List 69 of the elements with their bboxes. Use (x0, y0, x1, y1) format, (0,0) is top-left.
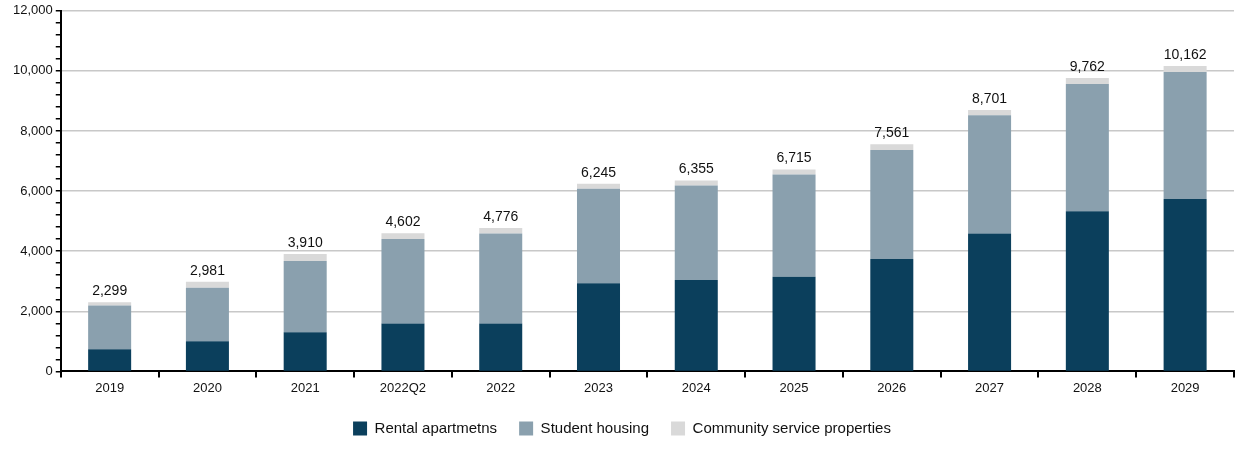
bar (283, 261, 327, 333)
bar (772, 174, 816, 277)
total-label: 6,715 (776, 149, 812, 166)
bar (576, 283, 621, 371)
bar (88, 305, 132, 350)
bar (283, 253, 327, 262)
total-label: 2,299 (92, 282, 128, 299)
x-tick-label: 2024 (681, 379, 711, 395)
total-label: 10,162 (1163, 45, 1207, 62)
total-label: 2,981 (189, 261, 226, 278)
bar (381, 238, 425, 324)
bar (870, 259, 914, 371)
total-label: 6,245 (580, 163, 617, 180)
x-tick-label: 2028 (1072, 379, 1102, 395)
bar (381, 233, 425, 239)
bar (968, 233, 1012, 371)
bar (479, 227, 523, 234)
legend-label: Student housing (540, 418, 650, 436)
total-label: 9,762 (1069, 57, 1106, 74)
total-label: 6,355 (678, 160, 714, 177)
legend-label: Rental apartmetns (374, 418, 498, 436)
x-tick-label: 2020 (192, 379, 222, 395)
y-tick-label: 6,000 (20, 182, 53, 198)
bar (479, 323, 523, 371)
y-tick-label: 12,000 (13, 2, 53, 18)
bar (674, 280, 718, 371)
bar (1065, 78, 1109, 85)
bar (1163, 198, 1207, 371)
bar (283, 332, 327, 371)
x-tick-label: 2026 (877, 379, 907, 395)
bar (968, 115, 1012, 234)
x-tick-label: 2023 (584, 379, 613, 395)
legend-label: Community service properties (692, 418, 891, 436)
x-tick-label: 2029 (1170, 379, 1200, 395)
total-label: 4,776 (483, 207, 519, 224)
x-tick-label: 2025 (779, 379, 809, 395)
y-tick-label: 4,000 (20, 242, 53, 258)
total-label: 7,561 (874, 124, 910, 141)
bar (674, 185, 718, 281)
total-label: 4,602 (385, 213, 421, 230)
bar (772, 276, 816, 371)
total-label: 3,910 (287, 233, 323, 250)
bar (870, 144, 914, 150)
x-tick-label: 2019 (95, 379, 125, 395)
total-label: 8,701 (972, 89, 1008, 106)
bar (1163, 72, 1207, 199)
bar (1065, 211, 1109, 371)
bar (870, 149, 914, 260)
bar (968, 109, 1012, 116)
bar (185, 341, 229, 371)
bar (1065, 84, 1109, 212)
x-tick-label: 2022 (486, 379, 516, 395)
bar (185, 281, 229, 288)
y-tick-label: 10,000 (13, 62, 53, 78)
bar (576, 188, 621, 284)
bar (88, 349, 132, 371)
bar (479, 233, 523, 324)
bar (674, 180, 718, 186)
bar (576, 183, 621, 189)
bar (88, 302, 132, 306)
y-tick-label: 0 (45, 362, 53, 378)
x-tick-label: 2021 (290, 379, 320, 395)
x-tick-label: 2022Q2 (379, 379, 427, 395)
text: 2,000 (20, 302, 53, 318)
bar (381, 323, 425, 371)
x-tick-label: 2027 (975, 379, 1005, 395)
y-tick-label: 8,000 (20, 122, 53, 138)
bar (185, 287, 229, 342)
bar (1163, 66, 1207, 73)
